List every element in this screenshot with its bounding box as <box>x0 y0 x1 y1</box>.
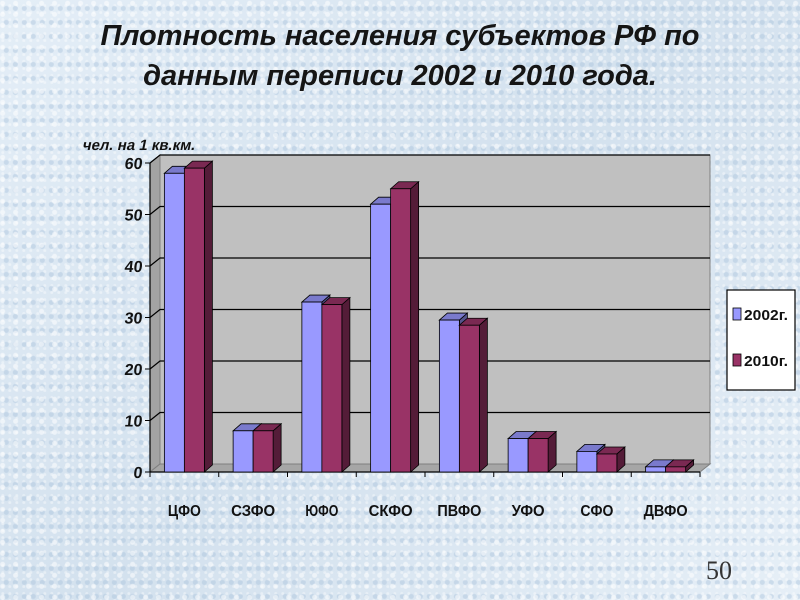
bar-СКФО-2010г. <box>389 180 420 473</box>
legend-label: 2010г. <box>744 353 788 370</box>
bar-front <box>390 188 412 473</box>
legend: 2002г. 2010г. <box>726 289 796 391</box>
bar-СФО-2010г. <box>595 446 626 473</box>
bar-front <box>665 466 687 473</box>
bar-front <box>438 319 460 473</box>
y-tick-label: 30 <box>124 310 144 328</box>
x-category-label: ДВФО <box>644 503 688 520</box>
gridline <box>149 360 710 370</box>
y-tick-label: 20 <box>124 361 144 379</box>
gridline <box>149 308 710 318</box>
y-tick-label: 50 <box>124 207 144 225</box>
legend-swatch <box>732 307 742 321</box>
legend-label: 2002г. <box>744 307 788 324</box>
gridline <box>149 154 710 164</box>
bar-front <box>301 301 323 473</box>
bar-front <box>645 466 667 473</box>
slide-title-line-1: Плотность населения субъектов РФ по <box>100 20 700 52</box>
bar-front <box>163 172 185 473</box>
bar-side <box>203 160 213 473</box>
gridline <box>149 257 710 267</box>
x-category-label: ПВФО <box>437 503 481 520</box>
bar-front <box>507 438 529 473</box>
bar-ЮФО-2010г. <box>320 296 351 473</box>
x-category-label: ЮФО <box>305 503 338 520</box>
bar-ПВФО-2010г. <box>458 317 489 473</box>
y-axis-unit-label: чел. на 1 кв.км. <box>81 137 197 154</box>
y-tick-label: 40 <box>124 258 144 276</box>
legend-box <box>726 289 796 391</box>
bar-УФО-2010г. <box>527 430 558 473</box>
bar-side <box>410 180 420 473</box>
x-category-label: УФО <box>512 503 545 520</box>
gridline <box>149 205 710 215</box>
y-tick-label: 60 <box>124 155 144 173</box>
bar-side <box>478 317 488 473</box>
x-category-label: СЗФО <box>231 503 275 520</box>
bar-front <box>183 167 205 473</box>
bar-front <box>252 430 274 473</box>
gridline <box>149 411 710 421</box>
page-number: 50 <box>706 556 732 585</box>
slide-title: Плотность населения субъектов РФ по данн… <box>40 16 760 96</box>
axis-labels: чел. на 1 кв.км. 0 10 20 30 40 50 60 ЦФО СЗФО ЮФО… <box>81 137 687 520</box>
plot-wall <box>148 153 712 474</box>
bar-front <box>232 430 254 473</box>
bar-front <box>596 453 618 473</box>
bar-front <box>527 438 549 473</box>
bar-front <box>458 324 480 473</box>
bar-ДВФО-2010г. <box>664 458 695 473</box>
x-category-label: СКФО <box>369 503 413 520</box>
bar-ЦФО-2010г. <box>183 160 214 473</box>
bar-СЗФО-2010г. <box>252 422 283 473</box>
bar-side <box>272 422 282 473</box>
bar-front <box>576 450 598 473</box>
legend-swatch <box>732 353 742 367</box>
bars <box>163 160 695 473</box>
bar-front <box>321 304 343 473</box>
gridlines <box>149 154 710 421</box>
y-tick-label: 0 <box>133 464 144 482</box>
bar-side <box>341 296 351 473</box>
x-category-label: СФО <box>580 503 613 520</box>
y-tick-label: 10 <box>124 413 144 431</box>
slide-title-line-2: данным переписи 2002 и 2010 года. <box>143 60 657 92</box>
bar-front <box>370 203 392 473</box>
x-category-label: ЦФО <box>168 503 201 520</box>
